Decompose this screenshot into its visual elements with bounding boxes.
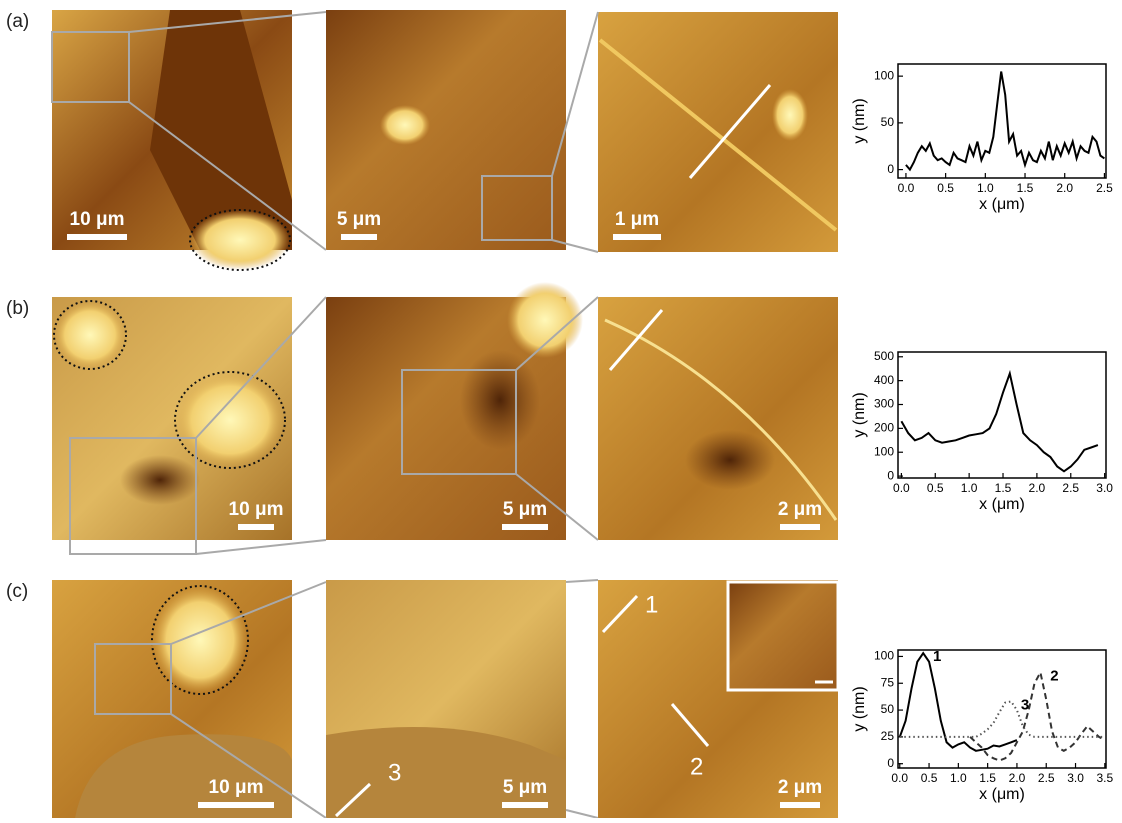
scale-bar (502, 802, 548, 808)
scale-bar-label: 10 μm (209, 777, 264, 798)
x-axis-title: x (μm) (979, 196, 1025, 213)
feature (120, 455, 200, 505)
plot-frame (898, 650, 1106, 768)
line-series (906, 72, 1105, 170)
x-tick-label: 1.0 (961, 481, 978, 495)
y-tick-label: 0 (887, 162, 894, 176)
scale-bar-label: 5 μm (337, 209, 381, 230)
series-label: 2 (1050, 667, 1058, 684)
zoom-line (196, 540, 326, 554)
feature (380, 105, 430, 145)
micrographs: 1 2 3 (52, 10, 838, 818)
series-label: 1 (933, 648, 941, 665)
scale-bar-label: 1 μm (615, 209, 659, 230)
x-tick-label: 2.0 (1056, 181, 1073, 195)
scale-bar (198, 802, 274, 808)
x-tick-label: 2.0 (1009, 771, 1026, 785)
x-tick-label: 3.0 (1096, 481, 1113, 495)
x-tick-label: 2.5 (1062, 481, 1079, 495)
scale-bar-label: 2 μm (778, 499, 822, 520)
panel-label: (c) (6, 581, 28, 602)
x-tick-label: 0.0 (891, 771, 908, 785)
y-tick-label: 200 (874, 421, 894, 435)
y-axis-title: y (nm) (851, 98, 868, 143)
scale-bar-label: 5 μm (503, 499, 547, 520)
x-tick-label: 1.0 (977, 181, 994, 195)
scale-bar (502, 524, 548, 530)
profile-number: 1 (645, 591, 658, 618)
line-series (901, 374, 1098, 472)
x-tick-label: 3.0 (1067, 771, 1084, 785)
scale-bar (780, 524, 820, 530)
panel-label: (a) (6, 11, 29, 32)
profile-number: 3 (388, 759, 401, 786)
x-tick-label: 1.5 (1017, 181, 1034, 195)
scale-bar (780, 802, 820, 808)
x-tick-label: 0.5 (921, 771, 938, 785)
y-tick-label: 100 (874, 444, 894, 458)
figure: 1 2 3 (a) 10 μm 5 μm 1 μm (b) 10 μm 5 μm 2 μm (c… (0, 0, 1122, 818)
y-tick-label: 100 (874, 68, 894, 82)
y-tick-label: 50 (881, 115, 895, 129)
x-tick-label: 2.5 (1038, 771, 1055, 785)
y-tick-label: 300 (874, 397, 894, 411)
y-tick-label: 75 (881, 675, 895, 689)
series-label: 3 (1021, 696, 1029, 713)
scale-bar (341, 234, 377, 240)
y-tick-label: 400 (874, 373, 894, 387)
scale-bar (613, 234, 661, 240)
x-tick-label: 0.5 (927, 481, 944, 495)
x-tick-label: 1.5 (979, 771, 996, 785)
y-tick-label: 500 (874, 349, 894, 363)
plot-frame (898, 352, 1106, 478)
feature (772, 89, 808, 141)
feature (460, 350, 540, 450)
x-tick-label: 1.0 (950, 771, 967, 785)
y-tick-label: 0 (887, 468, 894, 482)
scale-bar (67, 234, 127, 240)
x-axis-title: x (μm) (979, 786, 1025, 803)
x-tick-label: 0.0 (893, 481, 910, 495)
profile-number: 2 (690, 753, 703, 780)
x-tick-label: 2.5 (1096, 181, 1113, 195)
y-tick-label: 50 (881, 702, 895, 716)
y-tick-label: 100 (874, 649, 894, 663)
scale-bar-label: 5 μm (503, 777, 547, 798)
scale-bar-label: 10 μm (229, 499, 284, 520)
y-axis-title: y (nm) (851, 686, 868, 731)
y-axis-title: y (nm) (851, 392, 868, 437)
zoom-line (566, 810, 598, 818)
scale-bar-label: 2 μm (778, 777, 822, 798)
panel-label: (b) (6, 298, 29, 319)
feature (685, 430, 775, 490)
scale-bar-label: 10 μm (70, 209, 125, 230)
x-tick-label: 2.0 (1029, 481, 1046, 495)
zoom-line (566, 580, 598, 582)
x-tick-label: 0.0 (898, 181, 915, 195)
x-tick-label: 0.5 (937, 181, 954, 195)
inset (728, 582, 838, 690)
line-series (900, 702, 1105, 737)
scale-bar (238, 524, 274, 530)
x-tick-label: 3.5 (1096, 771, 1113, 785)
y-tick-label: 25 (881, 729, 895, 743)
y-tick-label: 0 (887, 756, 894, 770)
x-tick-label: 1.5 (995, 481, 1012, 495)
x-axis-title: x (μm) (979, 496, 1025, 513)
